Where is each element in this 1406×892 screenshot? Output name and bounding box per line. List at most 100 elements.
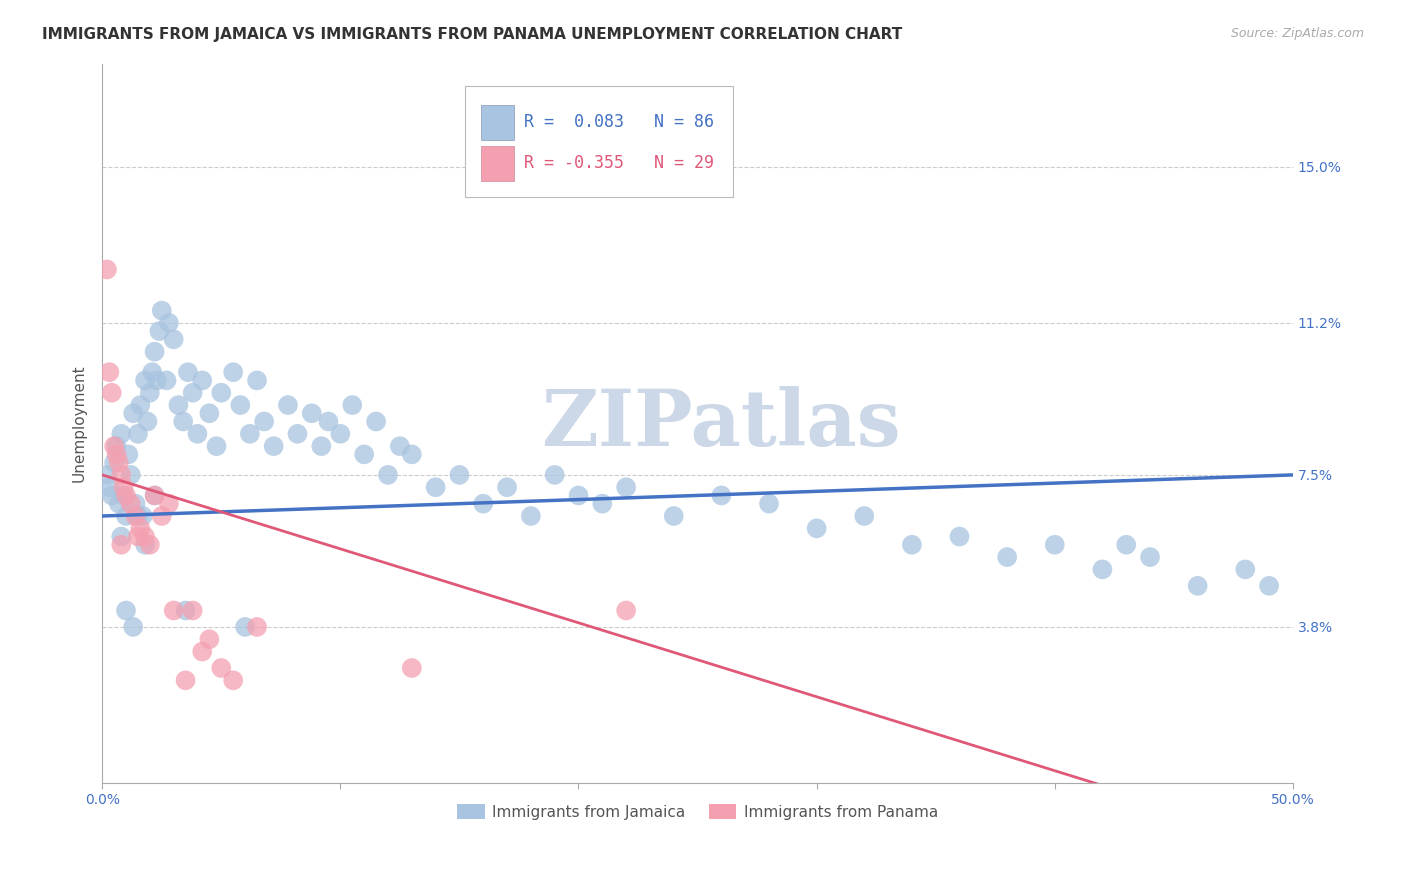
Point	[96, 262, 118, 277]
Point	[127, 508, 149, 523]
Point	[163, 332, 186, 346]
Text: ZIPatlas: ZIPatlas	[541, 385, 901, 461]
Point	[98, 480, 121, 494]
Point	[995, 550, 1018, 565]
Point	[614, 480, 637, 494]
Text: R = -0.355   N = 29: R = -0.355 N = 29	[523, 154, 714, 172]
Point	[100, 385, 122, 400]
Point	[191, 373, 214, 387]
Point	[124, 508, 146, 523]
Point	[110, 467, 132, 482]
Point	[186, 426, 208, 441]
Point	[172, 415, 194, 429]
Bar	[481, 105, 515, 139]
Point	[591, 497, 613, 511]
Point	[105, 447, 128, 461]
Point	[449, 467, 471, 482]
Point	[108, 456, 131, 470]
Point	[222, 673, 245, 688]
Point	[127, 529, 149, 543]
Point	[117, 447, 139, 461]
Point	[401, 661, 423, 675]
Point	[139, 385, 162, 400]
Point	[127, 426, 149, 441]
Point	[139, 538, 162, 552]
Point	[520, 508, 543, 523]
Legend: Immigrants from Jamaica, Immigrants from Panama: Immigrants from Jamaica, Immigrants from…	[451, 798, 943, 826]
Point	[177, 365, 200, 379]
Point	[115, 488, 138, 502]
Point	[710, 488, 733, 502]
Point	[544, 467, 567, 482]
Point	[134, 529, 156, 543]
FancyBboxPatch shape	[465, 86, 734, 197]
Point	[110, 426, 132, 441]
Point	[96, 467, 118, 482]
Point	[301, 406, 323, 420]
Point	[229, 398, 252, 412]
Point	[122, 406, 145, 420]
Point	[108, 497, 131, 511]
Text: Source: ZipAtlas.com: Source: ZipAtlas.com	[1230, 27, 1364, 40]
Point	[233, 620, 256, 634]
Point	[277, 398, 299, 412]
Point	[129, 521, 152, 535]
Point	[131, 508, 153, 523]
Point	[174, 603, 197, 617]
Point	[98, 365, 121, 379]
Point	[134, 538, 156, 552]
Point	[401, 447, 423, 461]
Point	[353, 447, 375, 461]
Point	[198, 406, 221, 420]
Point	[948, 529, 970, 543]
Point	[150, 508, 173, 523]
Point	[246, 620, 269, 634]
Point	[377, 467, 399, 482]
Text: R =  0.083   N = 86: R = 0.083 N = 86	[523, 113, 714, 131]
Point	[222, 365, 245, 379]
Point	[318, 415, 340, 429]
Point	[143, 344, 166, 359]
Point	[1115, 538, 1137, 552]
Point	[100, 488, 122, 502]
Point	[167, 398, 190, 412]
Point	[110, 538, 132, 552]
Text: IMMIGRANTS FROM JAMAICA VS IMMIGRANTS FROM PANAMA UNEMPLOYMENT CORRELATION CHART: IMMIGRANTS FROM JAMAICA VS IMMIGRANTS FR…	[42, 27, 903, 42]
Point	[1091, 562, 1114, 576]
Point	[181, 385, 204, 400]
Point	[129, 398, 152, 412]
Point	[115, 603, 138, 617]
Point	[425, 480, 447, 494]
Point	[155, 373, 177, 387]
Point	[103, 456, 125, 470]
Point	[181, 603, 204, 617]
Point	[1258, 579, 1281, 593]
Point	[1187, 579, 1209, 593]
Point	[134, 373, 156, 387]
Point	[263, 439, 285, 453]
Point	[806, 521, 828, 535]
Point	[388, 439, 411, 453]
Point	[342, 398, 364, 412]
Point	[758, 497, 780, 511]
Point	[191, 644, 214, 658]
Point	[209, 385, 232, 400]
Point	[1234, 562, 1257, 576]
Point	[614, 603, 637, 617]
Point	[150, 303, 173, 318]
Point	[141, 365, 163, 379]
Point	[246, 373, 269, 387]
Point	[364, 415, 387, 429]
Point	[198, 632, 221, 647]
Point	[239, 426, 262, 441]
Point	[209, 661, 232, 675]
Point	[122, 620, 145, 634]
Point	[287, 426, 309, 441]
Point	[112, 480, 135, 494]
Point	[853, 508, 876, 523]
Point	[143, 488, 166, 502]
Point	[105, 439, 128, 453]
Point	[112, 488, 135, 502]
Y-axis label: Unemployment: Unemployment	[72, 365, 86, 483]
Point	[148, 324, 170, 338]
